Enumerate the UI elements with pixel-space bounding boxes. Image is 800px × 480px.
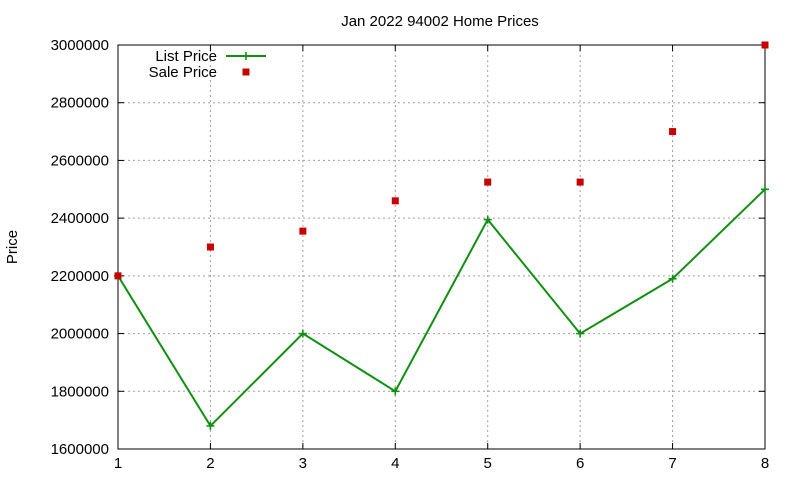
x-tick-label: 7 xyxy=(668,455,676,472)
list-price-point xyxy=(391,387,400,396)
sale-price-point xyxy=(299,227,307,235)
list-price-point xyxy=(483,215,492,224)
x-tick-label: 4 xyxy=(391,455,399,472)
y-tick-label: 2600000 xyxy=(51,152,109,169)
sale-price-point xyxy=(669,128,677,136)
sale-price-point xyxy=(484,178,492,186)
y-axis-label: Price xyxy=(4,230,21,264)
list-price-point xyxy=(668,274,677,283)
series-list-price xyxy=(114,185,769,430)
sale-price-point xyxy=(391,197,399,205)
grid-lines xyxy=(118,45,765,449)
list-price-point xyxy=(761,185,769,194)
x-tick-label: 2 xyxy=(206,455,214,472)
y-tick-label: 2000000 xyxy=(51,326,109,343)
list-price-point xyxy=(298,329,307,338)
x-tick-label: 3 xyxy=(299,455,307,472)
legend-marker-plus xyxy=(242,52,250,60)
chart-title: Jan 2022 94002 Home Prices xyxy=(341,13,539,30)
x-tick-label: 8 xyxy=(761,455,769,472)
legend-label: Sale Price xyxy=(149,64,217,81)
series-layer xyxy=(114,41,769,430)
y-axis: 1600000 1800000 2000000 2200000 2400000 26000… xyxy=(51,37,765,458)
plot-frame xyxy=(117,44,766,450)
list-price-point xyxy=(206,421,215,430)
legend-marker-square xyxy=(242,68,250,76)
list-price-line xyxy=(117,188,766,428)
legend-label: List Price xyxy=(155,48,217,65)
y-tick-label: 2400000 xyxy=(51,210,109,227)
x-tick-label: 5 xyxy=(484,455,492,472)
x-tick-label: 6 xyxy=(576,455,584,472)
sale-price-point xyxy=(206,243,214,251)
sale-price-point xyxy=(761,41,769,49)
y-tick-label: 2800000 xyxy=(51,95,109,112)
x-tick-label: 1 xyxy=(114,455,122,472)
list-price-point xyxy=(576,329,585,338)
plot-border xyxy=(117,44,766,450)
y-tick-label: 2200000 xyxy=(51,268,109,285)
x-axis: 1 2 3 4 5 6 7 8 xyxy=(114,45,769,472)
series-sale-price xyxy=(114,41,769,280)
sale-price-point xyxy=(114,272,122,280)
sale-price-point xyxy=(576,178,584,186)
y-tick-label: 1800000 xyxy=(51,383,109,400)
y-tick-label: 1600000 xyxy=(51,441,109,458)
y-tick-label: 3000000 xyxy=(51,37,109,54)
